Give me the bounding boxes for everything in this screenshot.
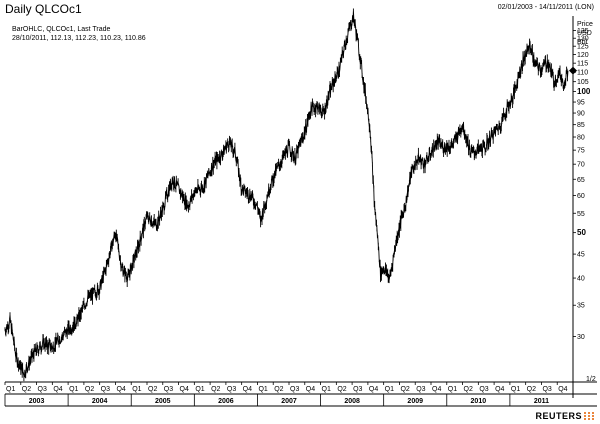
- quarter-label: Q4: [180, 386, 189, 393]
- last-price-marker: [569, 66, 577, 75]
- quarter-label: Q4: [369, 386, 378, 393]
- y-tick-label: 115: [577, 61, 588, 68]
- quarter-label: Q4: [495, 386, 504, 393]
- quarter-label: Q2: [337, 386, 346, 393]
- series-description: BarOHLC, QLCOc1, Last Trade: [12, 26, 111, 33]
- year-label: 2005: [155, 398, 171, 405]
- quarter-label: Q3: [164, 386, 173, 393]
- quarter-label: Q4: [243, 386, 252, 393]
- quarter-label: Q3: [479, 386, 488, 393]
- y-tick-label: 90: [577, 111, 585, 118]
- reuters-logo-text: REUTERS: [535, 411, 582, 421]
- axis-header-label: Price: [577, 21, 593, 28]
- quarter-label: Q3: [542, 386, 551, 393]
- quarter-label: Q2: [211, 386, 220, 393]
- quarter-label: Q2: [148, 386, 157, 393]
- chart-title: Daily QLCOc1: [5, 2, 82, 16]
- quarter-label: Q2: [464, 386, 473, 393]
- quarter-label: Q4: [558, 386, 567, 393]
- y-tick-label: 110: [577, 70, 588, 77]
- quarter-label: Q2: [527, 386, 536, 393]
- quarter-label: Q4: [116, 386, 125, 393]
- y-tick-label: 100: [577, 87, 591, 96]
- y-tick-label: 85: [577, 122, 585, 129]
- axis-header-label: Bbl: [577, 39, 588, 46]
- quarter-label: Q1: [511, 386, 520, 393]
- y-tick-label: 40: [577, 276, 585, 283]
- year-label: 2010: [471, 398, 487, 405]
- y-tick-label: 125: [577, 44, 589, 51]
- quarter-label: Q3: [290, 386, 299, 393]
- quarter-label: Q1: [448, 386, 457, 393]
- y-tick-label: 30: [577, 334, 585, 341]
- y-tick-label: 120: [577, 52, 589, 59]
- axis-header-label: USD: [577, 30, 592, 37]
- quarter-label: Q3: [353, 386, 362, 393]
- y-bottom-tick-label: 1/2: [586, 376, 596, 383]
- y-tick-label: 45: [577, 252, 585, 259]
- quarter-label: Q1: [258, 386, 267, 393]
- quarter-label: Q2: [22, 386, 31, 393]
- y-tick-label: 55: [577, 211, 585, 218]
- year-label: 2008: [344, 398, 360, 405]
- quarter-label: Q2: [85, 386, 94, 393]
- quarter-label: Q4: [306, 386, 315, 393]
- quarter-label: Q1: [132, 386, 141, 393]
- y-tick-label: 105: [577, 79, 589, 86]
- year-label: 2007: [281, 398, 297, 405]
- price-series-line: [4, 8, 569, 382]
- quarter-label: Q1: [385, 386, 394, 393]
- year-label: 2011: [534, 398, 549, 405]
- y-tick-label: 50: [577, 228, 586, 237]
- quarter-label: Q1: [6, 386, 15, 393]
- quarter-label: Q3: [227, 386, 236, 393]
- y-tick-label: 60: [577, 193, 585, 200]
- y-tick-label: 65: [577, 177, 585, 184]
- quarter-label: Q4: [53, 386, 62, 393]
- y-tick-label: 35: [577, 303, 585, 310]
- year-label: 2009: [407, 398, 423, 405]
- quarter-label: Q1: [69, 386, 78, 393]
- quarter-label: Q3: [101, 386, 110, 393]
- quarter-label: Q2: [400, 386, 409, 393]
- quarter-label: Q4: [432, 386, 441, 393]
- y-tick-label: 75: [577, 148, 585, 155]
- reuters-logo-icon: [584, 412, 594, 420]
- y-tick-label: 80: [577, 135, 585, 142]
- last-bar-values: 28/10/2011, 112.13, 112.23, 110.23, 110.…: [12, 35, 146, 42]
- quarter-label: Q3: [38, 386, 47, 393]
- quarter-label: Q2: [274, 386, 283, 393]
- year-label: 2004: [92, 398, 108, 405]
- date-range: 02/01/2003 - 14/11/2011 (LON): [497, 4, 594, 11]
- quarter-label: Q1: [195, 386, 204, 393]
- quarter-label: Q1: [322, 386, 331, 393]
- quarter-label: Q3: [416, 386, 425, 393]
- year-label: 2006: [218, 398, 234, 405]
- y-tick-label: 95: [577, 100, 585, 107]
- y-tick-label: 130: [577, 36, 589, 43]
- y-tick-label: 70: [577, 162, 585, 169]
- y-tick-label: 135: [577, 28, 589, 35]
- year-label: 2003: [29, 398, 45, 405]
